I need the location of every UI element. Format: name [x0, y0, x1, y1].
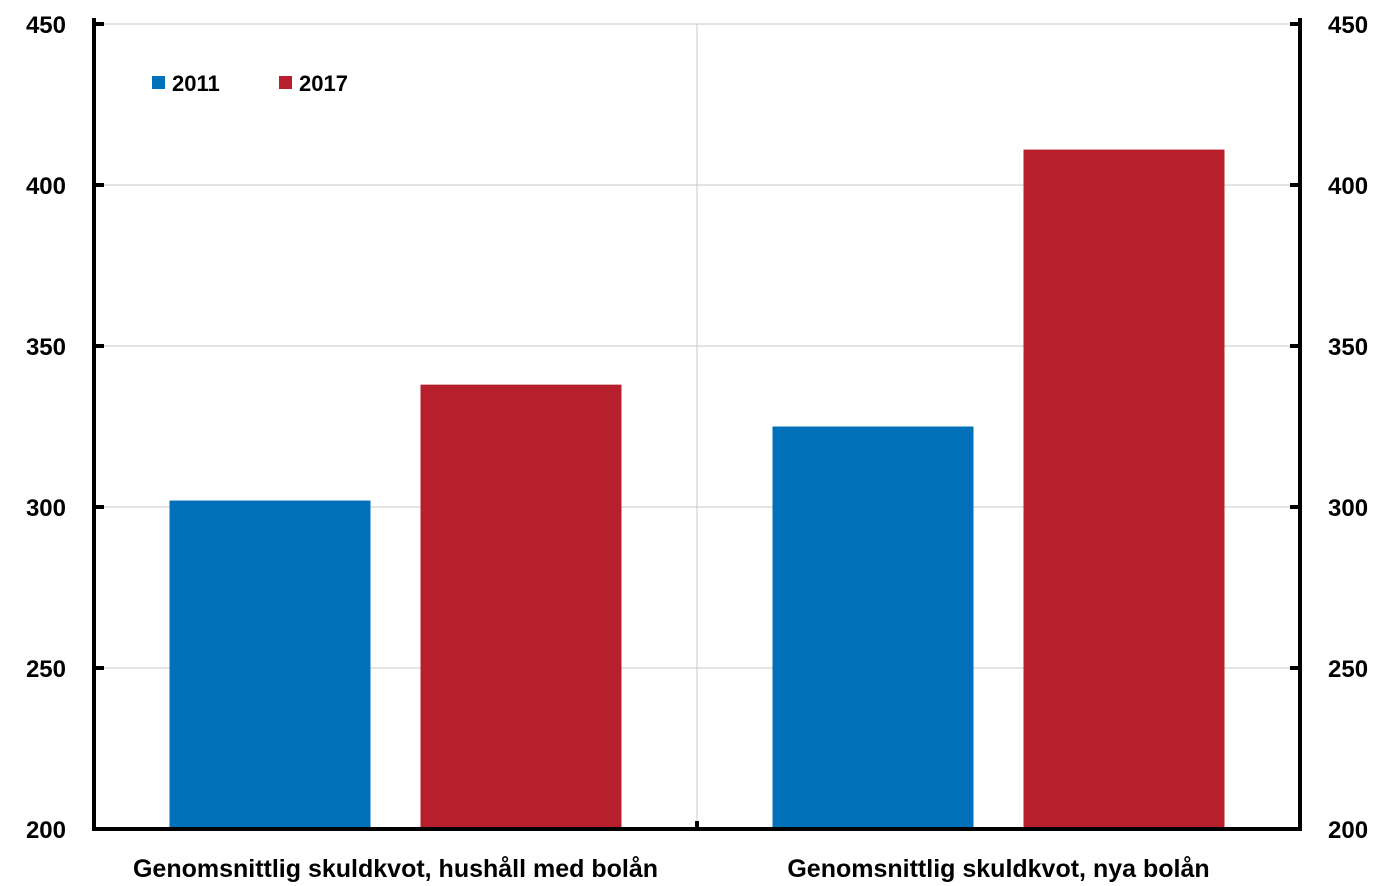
- y-tick-label-left-350: 350: [26, 334, 66, 361]
- y-tick-label-left-450: 450: [26, 12, 66, 39]
- legend-label-2017: 2017: [299, 71, 348, 96]
- y-tick-label-left-400: 400: [26, 173, 66, 200]
- y-tick-label-left-300: 300: [26, 495, 66, 522]
- y-tick-label-left-200: 200: [26, 817, 66, 844]
- bar-2011-2: [772, 426, 974, 829]
- category-label-2: Genomsnittlig skuldkvot, nya bolån: [787, 855, 1209, 883]
- y-tick-label-right-450: 450: [1328, 12, 1368, 39]
- y-tick-label-left-250: 250: [26, 656, 66, 683]
- legend-swatch-2011: [152, 76, 165, 89]
- legend-label-2011: 2011: [172, 71, 220, 96]
- legend-swatch-2017: [279, 76, 292, 89]
- bar-2017-1: [420, 384, 622, 829]
- bar-2011-1: [169, 500, 371, 829]
- y-tick-label-right-400: 400: [1328, 173, 1368, 200]
- y-tick-label-right-250: 250: [1328, 656, 1368, 683]
- category-label-1: Genomsnittlig skuldkvot, hushåll med bol…: [133, 855, 658, 883]
- y-tick-label-right-350: 350: [1328, 334, 1368, 361]
- bar-2017-2: [1023, 149, 1225, 829]
- y-tick-label-right-200: 200: [1328, 817, 1368, 844]
- y-tick-label-right-300: 300: [1328, 495, 1368, 522]
